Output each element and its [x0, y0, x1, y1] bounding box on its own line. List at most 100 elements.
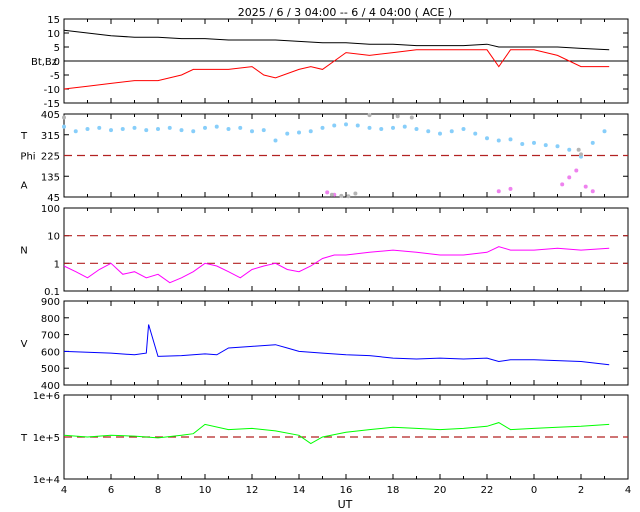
x-tick-label: 12 — [246, 485, 259, 496]
x-tick-label: 2 — [578, 485, 584, 496]
data-point-theta — [567, 147, 572, 152]
data-point-theta — [485, 136, 489, 141]
data-point-phi — [567, 175, 572, 180]
data-point-theta — [379, 126, 384, 131]
series-line-V — [63, 324, 610, 366]
series-line-N — [63, 246, 610, 284]
data-point-theta — [355, 123, 360, 128]
y-axis-label-theta: T — [20, 131, 28, 142]
series-line-Bt — [63, 29, 610, 51]
y-tick-label: 405 — [41, 110, 60, 121]
y-axis-label-velocity: V — [21, 339, 28, 350]
x-tick-label: 4 — [61, 485, 67, 496]
data-point-theta — [344, 122, 348, 127]
x-tick-label: 16 — [340, 485, 353, 496]
y-tick-label: 315 — [41, 131, 60, 142]
x-tick-label: 14 — [293, 485, 306, 496]
y-tick-label: 500 — [41, 364, 60, 375]
data-point-theta — [320, 125, 325, 130]
panel-frame-velocity — [63, 300, 629, 386]
y-tick-label: 800 — [41, 314, 60, 325]
y-tick-label: 15 — [47, 15, 60, 26]
y-tick-label: 100 — [41, 204, 60, 215]
y-tick-label: 10 — [47, 232, 60, 243]
x-tick-label: 22 — [481, 485, 494, 496]
data-point-phi-gray — [367, 113, 372, 118]
data-point-theta — [473, 131, 478, 136]
data-point-theta — [308, 129, 313, 134]
y-tick-label: 400 — [41, 381, 60, 392]
y-axis-label-phi: Phi — [20, 152, 35, 163]
data-point-theta — [167, 125, 172, 130]
y-tick-label: 10 — [47, 29, 60, 40]
data-point-theta — [144, 128, 149, 133]
y-tick-label: 225 — [41, 152, 60, 163]
data-point-theta — [203, 125, 207, 130]
y-tick-label: 900 — [41, 297, 60, 308]
data-point-theta — [120, 126, 125, 131]
y-tick-label: 1e+5 — [33, 433, 60, 444]
data-point-theta — [414, 126, 419, 131]
y-tick-label: -10 — [44, 85, 60, 96]
data-point-theta — [62, 124, 66, 129]
data-point-phi-gray — [353, 191, 358, 196]
data-point-theta — [179, 128, 184, 133]
data-point-phi — [325, 190, 330, 195]
series-line-T — [63, 422, 610, 445]
data-point-theta — [250, 129, 254, 134]
data-point-theta — [191, 129, 196, 134]
data-point-theta — [226, 126, 231, 131]
data-point-theta — [285, 131, 290, 136]
data-point-theta — [214, 124, 219, 129]
y-tick-label: 1e+6 — [33, 391, 60, 402]
y-tick-label: 1 — [54, 259, 60, 270]
x-tick-label: 20 — [434, 485, 447, 496]
y-axis-label-angle: A — [21, 180, 28, 191]
data-point-phi-gray — [346, 194, 351, 199]
data-point-phi-gray — [329, 192, 334, 197]
data-point-theta — [109, 128, 113, 133]
data-point-theta — [590, 140, 595, 145]
data-point-theta — [391, 125, 395, 130]
data-point-theta — [555, 144, 560, 149]
data-point-theta — [449, 129, 454, 134]
series-line-Bz — [63, 49, 610, 90]
data-point-phi — [508, 186, 513, 191]
data-point-theta — [402, 124, 407, 129]
data-point-theta — [602, 129, 607, 134]
y-tick-label: 1e+4 — [33, 475, 60, 486]
data-point-theta — [461, 126, 466, 131]
x-tick-label: 4 — [625, 485, 631, 496]
y-axis-label-temperature: T — [20, 433, 28, 444]
data-point-phi — [496, 189, 501, 194]
y-tick-label: -15 — [44, 99, 60, 110]
data-point-phi-gray — [395, 114, 400, 119]
data-point-theta — [520, 141, 525, 146]
data-point-theta — [273, 138, 278, 143]
y-axis-label-magnetic-field: Bt,Bz — [31, 57, 57, 68]
y-tick-label: 5 — [54, 43, 60, 54]
y-tick-label: -5 — [50, 71, 60, 82]
y-tick-label: 600 — [41, 347, 60, 358]
y-tick-label: 0 — [54, 57, 60, 68]
data-point-phi — [590, 189, 595, 194]
data-point-theta — [97, 125, 102, 130]
y-tick-label: 0.1 — [44, 287, 60, 298]
data-point-phi-gray — [576, 147, 581, 152]
data-point-theta — [496, 138, 501, 143]
data-point-theta — [543, 143, 548, 148]
data-point-theta — [426, 129, 431, 134]
x-tick-label: 8 — [155, 485, 161, 496]
data-point-theta — [508, 137, 513, 142]
data-point-theta — [132, 125, 137, 130]
data-point-phi — [574, 168, 579, 173]
x-tick-label: 6 — [108, 485, 114, 496]
data-point-theta — [156, 126, 160, 131]
data-point-phi-gray — [579, 152, 583, 157]
x-axis-label: UT — [338, 498, 353, 511]
y-tick-label: 700 — [41, 331, 60, 342]
data-point-phi — [583, 184, 588, 189]
data-point-theta — [85, 126, 90, 131]
panels: 151050-5-10-15Bt,Bz40531522513545TPhiA10… — [20, 15, 631, 496]
